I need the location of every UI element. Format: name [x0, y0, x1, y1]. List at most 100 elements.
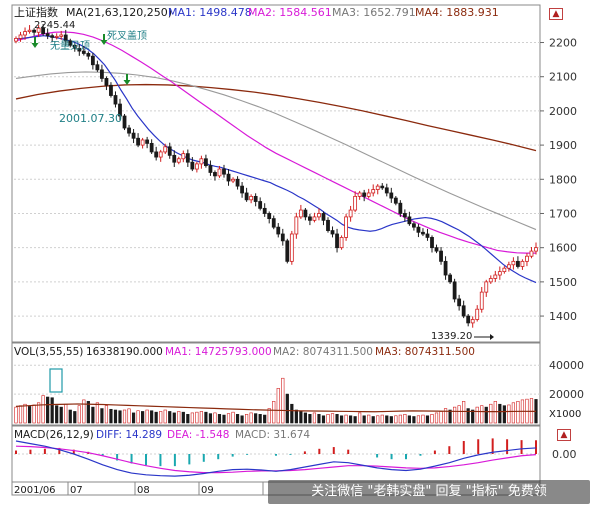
- volume-bar: [100, 408, 104, 424]
- candle-body: [262, 207, 267, 214]
- candle-body: [41, 27, 46, 35]
- volume-bar: [91, 406, 95, 424]
- candle-body: [158, 151, 163, 158]
- candle-body: [488, 278, 493, 283]
- candle-body: [258, 201, 263, 209]
- volume-bar: [113, 409, 118, 424]
- volume-bar: [330, 413, 335, 424]
- volume-bar: [312, 412, 317, 424]
- y-tick-label: 1700: [549, 207, 577, 220]
- annotation-no-volume-top: 无量见顶: [50, 41, 90, 52]
- candle-body: [357, 192, 362, 197]
- volume-bar: [294, 409, 298, 424]
- volume-bar: [502, 405, 506, 424]
- candle-body: [235, 178, 240, 187]
- candle-body: [298, 209, 303, 218]
- volume-bar: [272, 401, 276, 424]
- candle-body: [321, 213, 326, 221]
- volume-bar: [213, 412, 217, 424]
- x-tick-label: 2001/06: [14, 485, 56, 496]
- volume-bar: [235, 414, 240, 424]
- candle-body: [208, 165, 213, 173]
- candle-body: [393, 197, 398, 204]
- candle-body: [253, 195, 258, 202]
- vol-ma3-label: MA3: 8074311.500: [375, 346, 475, 358]
- volume-bar: [349, 415, 353, 424]
- candle-body: [371, 189, 376, 194]
- candle-body: [213, 172, 217, 177]
- candle-body: [289, 233, 294, 262]
- volume-bar: [421, 414, 425, 424]
- candle-body: [502, 267, 507, 273]
- volume-highlight-box: [49, 368, 63, 393]
- candle-body: [104, 78, 109, 86]
- candle-body: [335, 233, 339, 249]
- candle-body: [479, 291, 484, 310]
- ma-header: MA(21,63,120,250): [66, 6, 173, 19]
- volume-bar: [466, 408, 470, 424]
- candle-body: [506, 264, 511, 269]
- candle-body: [280, 233, 285, 242]
- volume-bar: [267, 408, 271, 424]
- panel-collapse-icon[interactable]: ▲: [549, 8, 563, 20]
- volume-bar: [82, 399, 86, 424]
- candle-body: [122, 115, 127, 129]
- volume-bar: [303, 412, 307, 424]
- volume-bar: [321, 415, 326, 424]
- volume-bar: [127, 408, 131, 424]
- ma4-label: MA4: 1883.931: [415, 6, 499, 19]
- volume-bar: [362, 415, 366, 424]
- candle-body: [77, 47, 82, 52]
- candle-body: [375, 185, 380, 190]
- candle-body: [222, 168, 226, 175]
- candle-body: [339, 237, 344, 249]
- volume-bar: [217, 414, 222, 424]
- candle-body: [127, 127, 131, 134]
- candle-body: [308, 216, 312, 221]
- candle-body: [389, 192, 394, 199]
- y-tick-label: 2100: [549, 71, 577, 84]
- volume-bar: [159, 411, 163, 424]
- volume-bar: [50, 397, 54, 424]
- candle-body: [402, 213, 407, 218]
- vol-ma2-label: MA2: 8074311.500: [273, 346, 373, 358]
- volume-bar: [471, 409, 475, 424]
- y-tick-label: 20000: [549, 388, 584, 401]
- candle-body: [190, 161, 195, 170]
- candle-body: [457, 298, 462, 307]
- candle-body: [140, 139, 145, 146]
- low-price-label: 1339.20: [431, 331, 473, 342]
- volume-bar: [367, 414, 371, 424]
- annotation-dead-cross: 死叉盖顶: [107, 31, 147, 42]
- price-panel[interactable]: [11, 4, 541, 343]
- volume-bar: [263, 414, 267, 424]
- panel-collapse-icon[interactable]: ▲: [557, 429, 571, 441]
- candle-body: [330, 230, 335, 235]
- candle-body: [466, 315, 471, 324]
- volume-bar: [385, 415, 389, 424]
- candle-body: [32, 29, 36, 33]
- candle-body: [45, 33, 50, 37]
- candle-body: [384, 187, 389, 194]
- vol-ma1-label: MA1: 14725793.000: [165, 346, 272, 358]
- candle-body: [249, 195, 254, 201]
- high-price-label: 2245.44: [34, 20, 76, 31]
- candle-body: [267, 213, 272, 220]
- x-tick-label: 08: [137, 485, 150, 496]
- candle-body: [113, 95, 118, 105]
- candle-body: [511, 260, 516, 266]
- volume-bar: [195, 411, 199, 424]
- candle-body: [154, 151, 159, 158]
- volume-bar: [208, 413, 213, 424]
- volume-bar: [231, 411, 235, 424]
- ma4-line: [15, 83, 537, 152]
- candle-body: [380, 185, 385, 189]
- volume-bar: [448, 409, 452, 424]
- volume-bar: [317, 414, 321, 424]
- candle-body: [312, 216, 317, 221]
- volume-bar: [77, 405, 81, 424]
- candle-body: [497, 271, 502, 276]
- volume-bar: [484, 406, 488, 424]
- candle-body: [407, 216, 412, 225]
- candle-body: [366, 192, 371, 197]
